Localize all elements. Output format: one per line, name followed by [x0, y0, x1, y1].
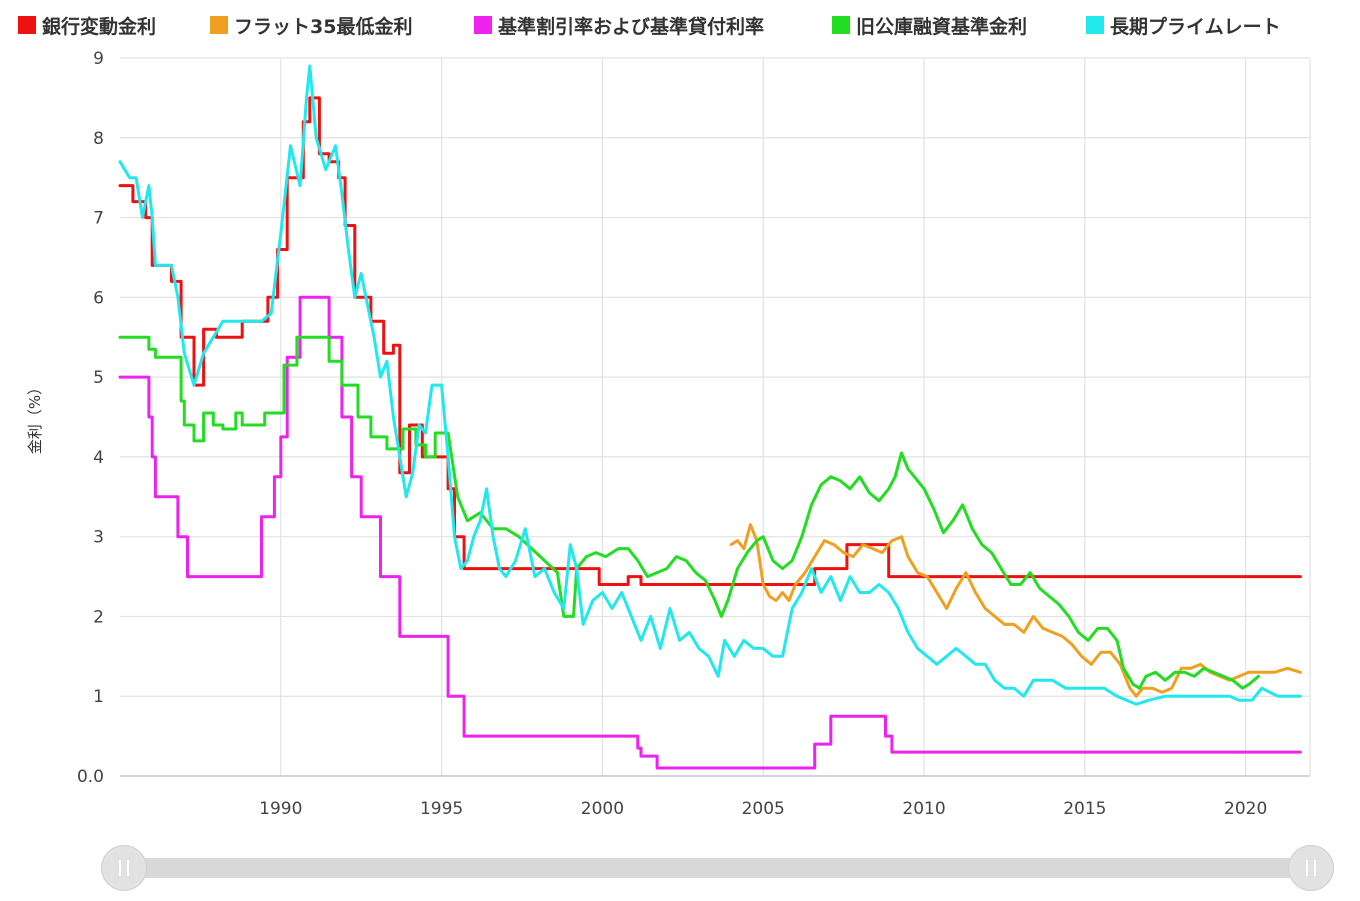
legend-swatch-long-prime-rate	[1086, 16, 1104, 34]
legend-label-base-discount-rate: 基準割引率および基準貸付利率	[498, 15, 765, 38]
y-tick-label: 8	[93, 129, 104, 149]
legend-item-base-discount-rate[interactable]: 基準割引率および基準貸付利率	[474, 10, 764, 40]
legend-swatch-flat35	[210, 16, 228, 34]
series-line-flat35[interactable]	[729, 523, 1302, 698]
legend-label-koko-base-rate: 旧公庫融資基準金利	[856, 15, 1028, 38]
legend-label-bank-variable: 銀行変動金利	[42, 15, 157, 38]
x-axis-tick-labels: 1990 1995 2000 2005 2010 2015 2020	[259, 799, 1267, 819]
legend-item-flat35[interactable]: フラット35最低金利	[210, 10, 412, 40]
y-tick-label: 0.0	[77, 767, 104, 787]
y-tick-label: 2	[93, 607, 104, 627]
x-tick-label: 2020	[1224, 799, 1267, 819]
range-slider-track[interactable]	[124, 858, 1310, 878]
x-tick-label: 2000	[581, 799, 624, 819]
legend-swatch-bank-variable	[18, 16, 36, 34]
y-tick-label: 5	[93, 368, 104, 388]
y-tick-label: 9	[93, 49, 104, 69]
series-line-koko-base-rate[interactable]	[118, 335, 1260, 690]
y-axis-label: 金利（%）	[26, 380, 44, 454]
legend-swatch-base-discount-rate	[474, 16, 492, 34]
x-tick-label: 2010	[902, 799, 945, 819]
x-tick-label: 2015	[1063, 799, 1106, 819]
legend-label-flat35: フラット35最低金利	[234, 15, 413, 38]
chart-legend: 銀行変動金利 フラット35最低金利 基準割引率および基準貸付利率 旧公庫融資基準…	[18, 10, 1348, 40]
series-line-bank-variable[interactable]	[118, 96, 1302, 586]
grip-icon	[1306, 860, 1316, 876]
grip-icon	[119, 860, 129, 876]
series-line-base-discount-rate[interactable]	[118, 295, 1302, 770]
y-tick-label: 3	[93, 528, 104, 548]
x-tick-label: 2005	[742, 799, 785, 819]
legend-item-koko-base-rate[interactable]: 旧公庫融資基準金利	[832, 10, 1027, 40]
y-tick-label: 4	[93, 448, 104, 468]
y-tick-label: 6	[93, 288, 104, 308]
legend-swatch-koko-base-rate	[832, 16, 850, 34]
legend-item-bank-variable[interactable]: 銀行変動金利	[18, 10, 156, 40]
series-line-long-prime-rate[interactable]	[118, 64, 1302, 706]
y-tick-label: 7	[93, 209, 104, 229]
y-axis-tick-labels: 0.0 1 2 3 4 5 6 7 8 9	[77, 49, 104, 787]
legend-item-long-prime-rate[interactable]: 長期プライムレート	[1086, 10, 1281, 40]
range-slider-right-handle[interactable]	[1288, 845, 1334, 891]
x-tick-label: 1995	[420, 799, 463, 819]
chart-series-lines	[118, 64, 1302, 770]
x-tick-label: 1990	[259, 799, 302, 819]
y-tick-label: 1	[93, 687, 104, 707]
legend-label-long-prime-rate: 長期プライムレート	[1110, 15, 1281, 38]
range-slider-left-handle[interactable]	[101, 845, 147, 891]
